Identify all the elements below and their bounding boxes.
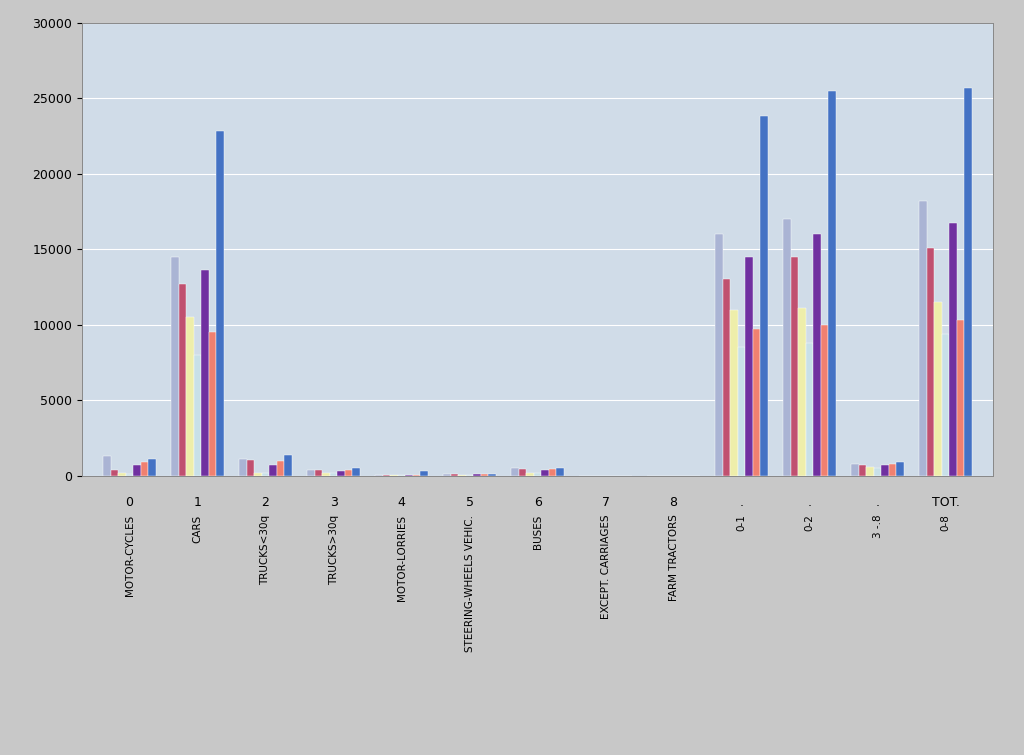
Text: MOTOR-CYCLES: MOTOR-CYCLES [125, 515, 134, 596]
Bar [761, 116, 768, 476]
Bar [247, 460, 254, 476]
Text: FARM TRACTORS: FARM TRACTORS [669, 515, 679, 602]
Bar [526, 473, 534, 476]
Bar [896, 462, 904, 476]
Bar [307, 470, 314, 476]
Text: 0-8: 0-8 [941, 515, 950, 532]
Text: TRUCKS>30q: TRUCKS>30q [329, 515, 339, 584]
Bar [345, 470, 352, 476]
Bar [216, 131, 223, 476]
Text: 3: 3 [330, 497, 338, 510]
Bar [186, 317, 194, 476]
Bar [269, 465, 276, 476]
Bar [352, 468, 359, 476]
Bar [140, 462, 148, 476]
Bar [942, 334, 949, 476]
Bar [738, 347, 745, 476]
Bar [103, 456, 111, 476]
Bar [935, 302, 942, 476]
Text: 6: 6 [534, 497, 542, 510]
Text: 7: 7 [602, 497, 609, 510]
Bar [209, 332, 216, 476]
Bar [866, 467, 873, 476]
Bar [716, 234, 723, 476]
Text: .: . [739, 497, 743, 510]
Bar [171, 257, 179, 476]
Text: 0-2: 0-2 [805, 515, 815, 532]
Text: 4: 4 [397, 497, 406, 510]
Text: CARS: CARS [193, 515, 203, 543]
Bar [420, 471, 428, 476]
Bar [337, 471, 345, 476]
Bar [323, 473, 330, 476]
Bar [813, 234, 821, 476]
Bar [745, 257, 753, 476]
Bar [443, 474, 451, 476]
Bar [473, 474, 481, 476]
Text: 8: 8 [670, 497, 678, 510]
Bar [965, 88, 972, 476]
Bar [240, 459, 247, 476]
Bar [276, 461, 285, 476]
Bar [723, 279, 730, 476]
Bar [111, 470, 119, 476]
Bar [314, 470, 323, 476]
Text: 3 -.8: 3 -.8 [872, 515, 883, 538]
Bar [791, 257, 799, 476]
Text: .: . [808, 497, 812, 510]
Bar [148, 459, 156, 476]
Bar [254, 473, 262, 476]
Bar [488, 474, 496, 476]
Bar [828, 91, 836, 476]
Bar [730, 310, 738, 476]
Bar [889, 464, 896, 476]
Bar [549, 469, 556, 476]
Text: .: . [876, 497, 880, 510]
Bar [285, 455, 292, 476]
Bar [927, 248, 935, 476]
Bar [556, 468, 564, 476]
Bar [821, 325, 828, 476]
Text: BUSES: BUSES [532, 515, 543, 549]
Bar [194, 355, 202, 476]
Text: MOTOR-LORRIES: MOTOR-LORRIES [396, 515, 407, 601]
Text: STEERING-WHEELS VEHIC.: STEERING-WHEELS VEHIC. [465, 515, 474, 652]
Bar [949, 223, 956, 476]
Bar [511, 468, 519, 476]
Bar [481, 474, 488, 476]
Bar [783, 219, 791, 476]
Text: 0-1: 0-1 [736, 515, 746, 532]
Bar [852, 464, 859, 476]
Text: 1: 1 [194, 497, 202, 510]
Text: TOT.: TOT. [932, 497, 959, 510]
Bar [873, 468, 882, 476]
Bar [753, 329, 761, 476]
Text: EXCEPT. CARRIAGES: EXCEPT. CARRIAGES [601, 515, 610, 619]
Text: TRUCKS<30q: TRUCKS<30q [260, 515, 270, 584]
Bar [262, 473, 269, 476]
Bar [133, 465, 140, 476]
Bar [542, 470, 549, 476]
Text: 2: 2 [261, 497, 269, 510]
Bar [799, 308, 806, 476]
Bar [920, 201, 927, 476]
Bar [956, 320, 965, 476]
Bar [534, 473, 542, 476]
Bar [126, 474, 133, 476]
Bar [451, 474, 459, 476]
Bar [519, 469, 526, 476]
Text: 5: 5 [466, 497, 473, 510]
Bar [859, 465, 866, 476]
Text: 0: 0 [126, 497, 133, 510]
Bar [119, 473, 126, 476]
Bar [806, 343, 813, 476]
Bar [330, 473, 337, 476]
Bar [882, 465, 889, 476]
Bar [202, 270, 209, 476]
Bar [179, 284, 186, 476]
